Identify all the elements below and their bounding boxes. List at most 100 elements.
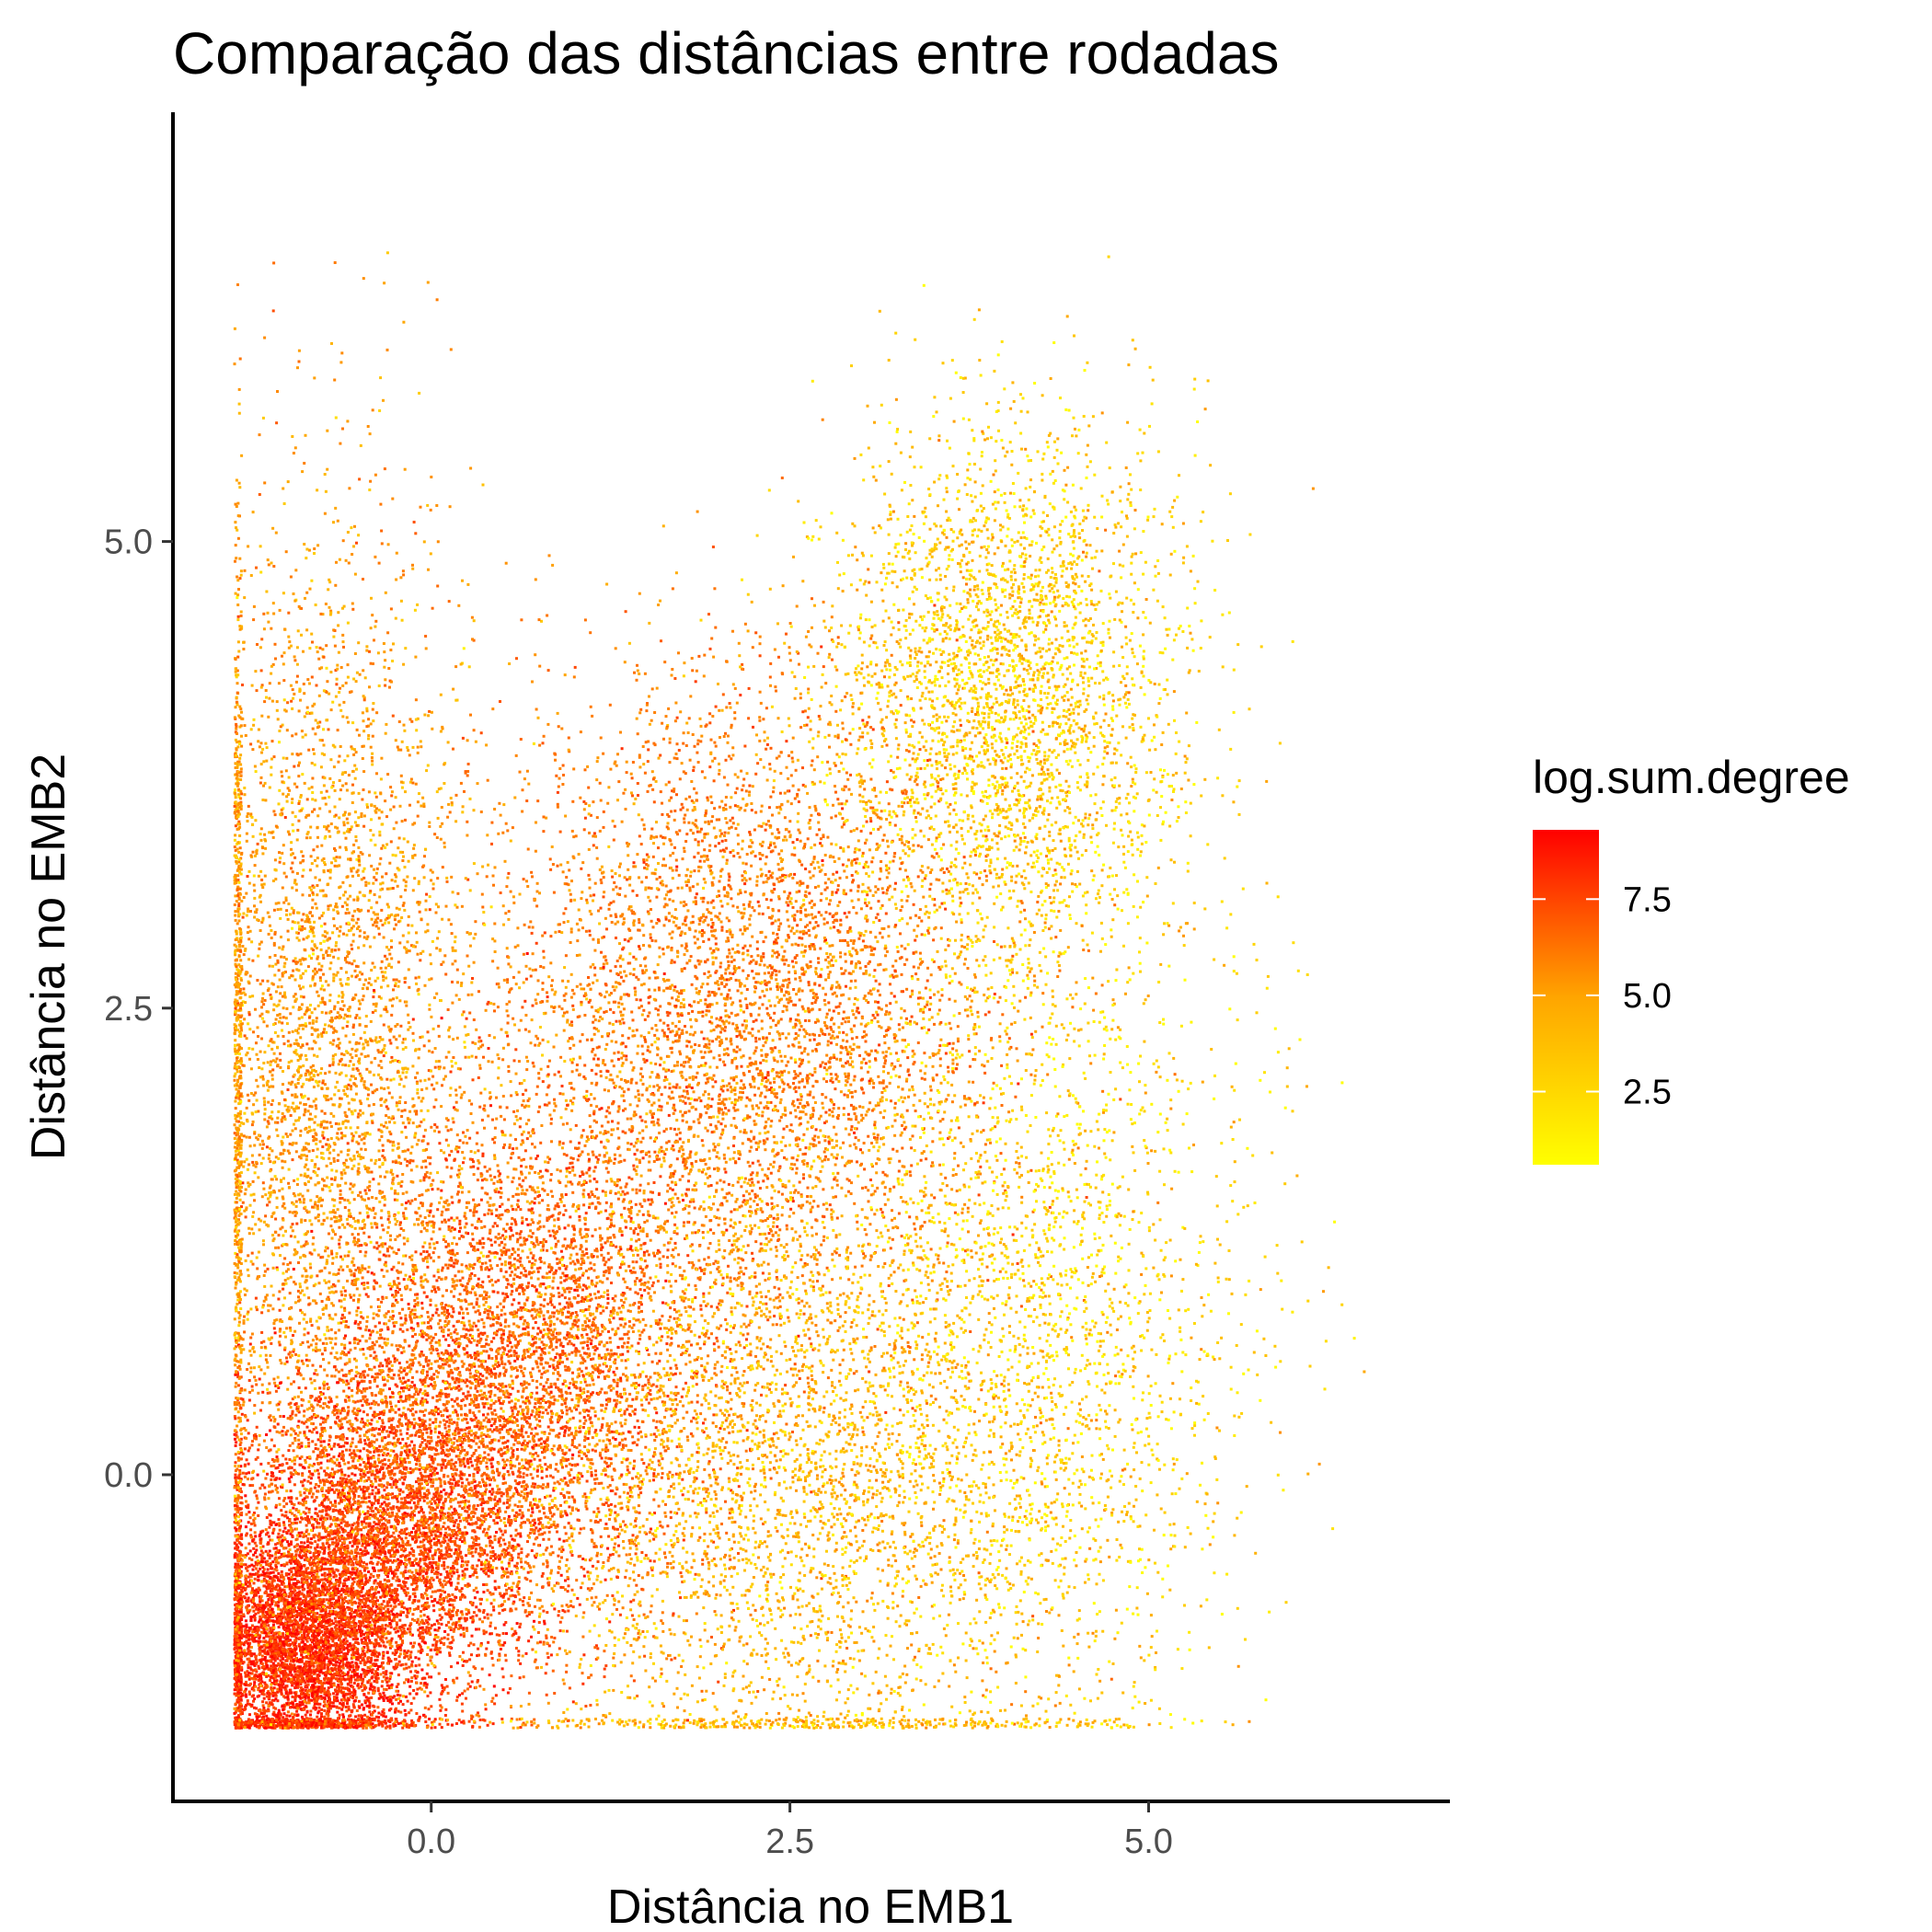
data-point [293,1503,295,1506]
data-point [280,1638,282,1640]
data-point [317,1696,320,1699]
data-point [259,1709,261,1712]
data-point [292,1696,294,1698]
data-point [475,1605,477,1608]
data-point [261,1573,264,1576]
data-point [293,1592,295,1594]
data-point [234,1566,236,1569]
data-point [314,1556,316,1558]
data-point [408,1666,410,1669]
data-point [254,1551,257,1554]
data-point [327,1646,329,1649]
data-point [252,1610,255,1613]
data-point [428,1618,431,1621]
data-point [362,1668,364,1671]
data-point [272,1695,275,1697]
data-point [237,1692,240,1695]
data-point [287,1625,290,1627]
data-point [300,1686,303,1689]
data-point [347,1706,350,1708]
data-point [350,1645,352,1648]
data-point [338,1665,340,1668]
data-point [288,1673,291,1676]
data-point [268,1705,270,1708]
data-point [295,1582,298,1585]
data-point [256,1718,259,1720]
data-point [336,1696,339,1699]
data-point [331,1543,334,1546]
data-point [282,1530,285,1533]
data-point [347,1662,350,1664]
data-point [272,1571,275,1574]
data-point [445,1624,448,1627]
data-point [277,1613,280,1616]
data-point [323,1551,326,1554]
data-point [270,1702,273,1705]
data-point [346,1678,349,1681]
data-point [247,1658,249,1661]
data-point [397,1694,399,1696]
data-point [354,1474,357,1477]
data-point [286,1696,289,1698]
data-point [409,1642,412,1645]
data-point [289,1327,292,1329]
data-point [272,1624,275,1627]
data-point [356,1725,359,1728]
data-point [329,1654,332,1657]
data-point [339,1714,341,1717]
data-point [410,1441,413,1443]
data-point [264,1631,267,1634]
data-point [375,1716,378,1719]
data-point [305,1705,307,1708]
data-point [291,1673,293,1676]
data-point [280,1556,282,1558]
data-point [285,1660,288,1662]
data-point [331,1628,334,1631]
data-point [386,1508,389,1511]
data-point [358,1700,361,1703]
data-point [270,1555,273,1558]
data-point [247,1552,249,1555]
data-point [449,1654,452,1657]
data-point [234,1580,236,1582]
data-point [299,1704,302,1707]
data-point [324,1563,327,1566]
data-point [271,1699,274,1702]
data-point [237,1384,240,1386]
data-point [347,1650,350,1653]
data-point [377,1687,380,1690]
data-point [252,1547,255,1550]
data-point [300,1692,303,1695]
data-point [247,1673,249,1676]
data-point [244,1654,247,1657]
data-point [258,1637,260,1639]
data-point [476,1591,478,1593]
data-point [338,1623,340,1626]
data-point [385,1696,388,1699]
data-point [559,1621,562,1624]
data-point [257,1448,259,1451]
data-point [301,1667,304,1670]
data-point [258,1644,260,1647]
data-point [374,1680,376,1683]
data-point [285,1572,288,1575]
data-point [243,1595,246,1598]
data-point [395,1698,397,1701]
data-point [273,1640,276,1643]
data-point [457,1575,460,1578]
data-point [337,1684,339,1686]
data-point [259,1554,262,1557]
data-point [269,1645,271,1648]
data-point [372,1575,374,1578]
data-point [307,1696,310,1698]
data-point [347,1684,350,1686]
data-point [329,1701,332,1704]
data-point [306,1540,309,1543]
data-point [393,1695,396,1697]
data-point [416,1371,419,1374]
data-point [255,1608,258,1611]
data-point [367,1623,370,1626]
data-point [255,1639,258,1642]
data-point [305,1507,308,1510]
